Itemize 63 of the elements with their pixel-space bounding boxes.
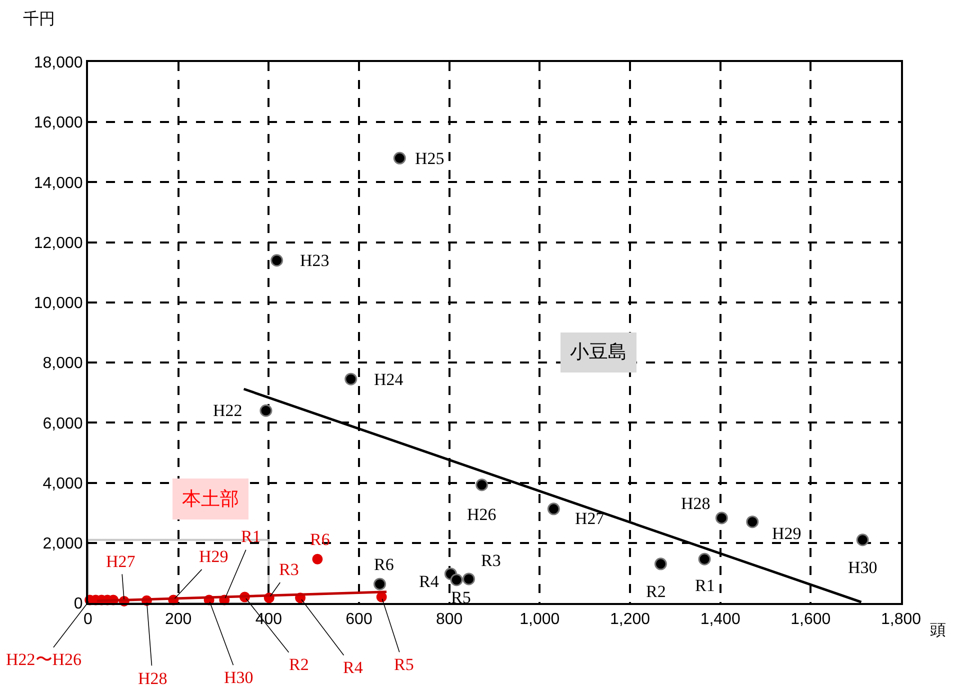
point [698,552,711,566]
annotation: H28 [681,494,710,513]
annotation: R2 [646,582,666,601]
point [270,254,284,267]
point [450,574,463,586]
x-tick-label: 1,400 [700,611,740,628]
x-tick-label: 1,000 [520,611,560,628]
x-tick-label: 1,600 [790,611,831,628]
x-tick-label: 600 [346,611,372,628]
x-tick-label: 200 [164,611,192,628]
text: 本土部 [182,488,239,510]
y-tick-label: 14,000 [34,174,83,192]
annotation: R1 [241,527,261,546]
annotation: H30 [224,668,254,686]
point [856,534,869,546]
annotation: H22 [213,401,242,420]
point [462,572,476,586]
y-tick-label: 8,000 [42,355,83,372]
point [393,152,406,164]
text: 小豆島 [570,342,627,363]
annotation: H29 [772,524,802,543]
point [746,516,759,528]
point [312,554,323,564]
y-tick-label: 16,000 [34,114,83,132]
point [374,578,386,590]
annotation: R5 [451,588,471,607]
annotation: R4 [343,658,364,677]
annotation: H26 [467,505,496,524]
annotation: H27 [575,509,605,528]
y-tick-label: 2,000 [42,535,83,552]
point [715,512,728,524]
y-tick-label: 6,000 [42,415,83,432]
point [344,372,358,386]
annotation: H23 [300,251,330,270]
annotation: H29 [199,547,228,566]
annotation: H25 [415,149,444,168]
annotation: R3 [481,551,501,570]
annotation: R3 [279,560,299,579]
point [476,478,488,492]
point [260,404,272,417]
y-tick-label: 18,000 [34,54,83,72]
x-axis-title: 頭 [930,622,946,639]
x-tick-label: 1,800 [880,611,922,628]
annotation: R2 [289,655,309,674]
annotation: H22〜H26 [6,650,82,669]
y-axis-title: 千円 [23,10,55,28]
annotation: H27 [106,552,136,571]
point [547,502,560,516]
y-tick-label: 4,000 [42,475,83,492]
annotation: R6 [374,555,394,574]
y-tick-label: 10,000 [34,295,83,312]
annotation: R4 [419,572,440,591]
y-tick-label: 0 [74,596,83,613]
point [654,558,667,570]
annotation: H28 [138,669,168,686]
x-tick-label: 1,200 [610,611,650,628]
annotation: H24 [374,370,404,389]
annotation: R1 [695,576,715,595]
y-tick-label: 12,000 [34,234,83,252]
x-tick-label: 800 [436,611,463,628]
annotation: R6 [310,530,330,549]
annotation: R5 [394,655,414,674]
annotation: H30 [848,558,878,577]
